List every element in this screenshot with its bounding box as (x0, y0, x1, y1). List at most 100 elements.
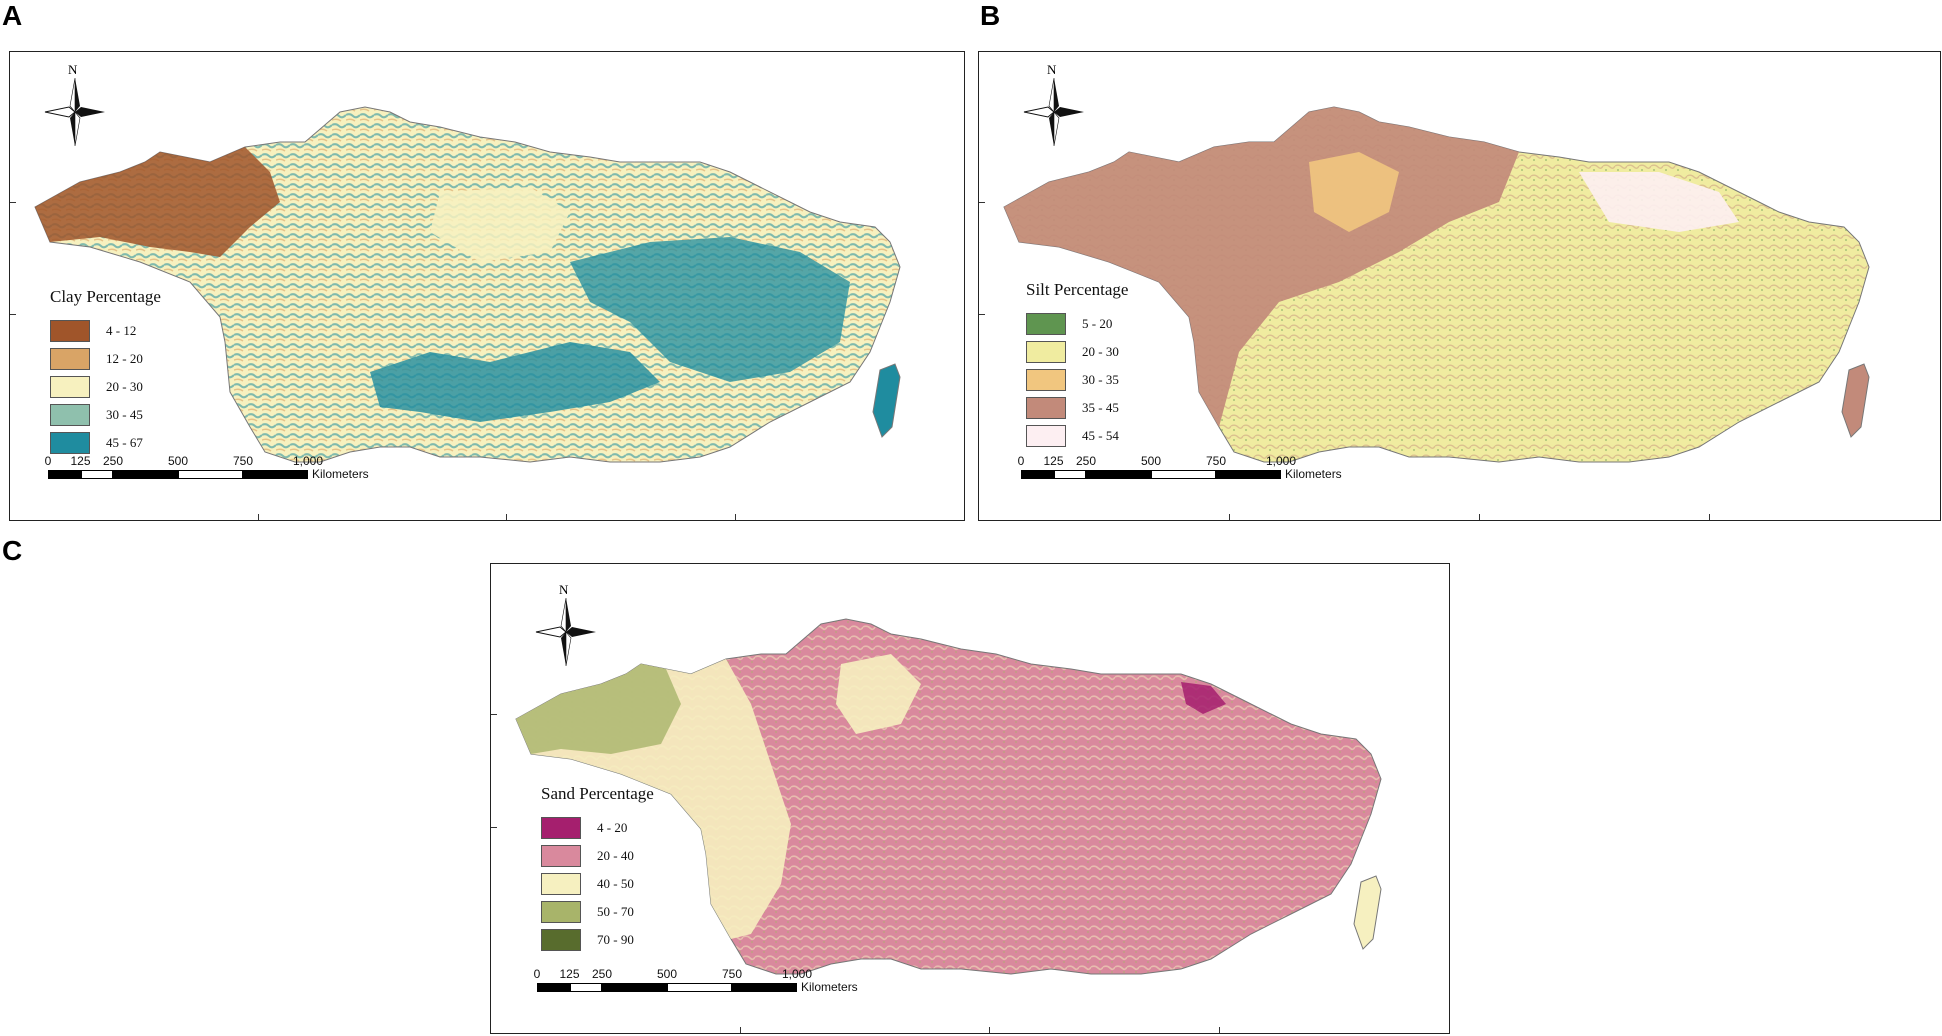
legend-label: 45 - 54 (1082, 428, 1119, 443)
scale-tick-label: 0 (1017, 454, 1025, 468)
frame-tick (491, 826, 497, 828)
legend-item: 50 - 70 (541, 898, 654, 926)
scale-tick-label: 500 (656, 967, 678, 981)
map-panel-clay: N Clay Percentage 4 - 12 12 - 20 20 - 30 30 -… (9, 51, 965, 521)
sand-low-zone (1181, 682, 1226, 714)
panel-letter-b: B (980, 0, 1001, 31)
frame-tick (979, 314, 985, 316)
legend-swatch (50, 348, 90, 370)
north-label: N (68, 62, 78, 77)
scale-tick-label: 750 (232, 454, 254, 468)
scale-unit-label: Kilometers (801, 980, 858, 994)
legend-title: Silt Percentage (1026, 280, 1129, 299)
scale-tick-label: 750 (1205, 454, 1227, 468)
legend-swatch (541, 901, 581, 923)
legend-item: 20 - 30 (50, 373, 161, 401)
legend-label: 20 - 40 (597, 848, 634, 863)
legend-item: 30 - 35 (1026, 366, 1128, 394)
map-panel-silt: N Silt Percentage 5 - 20 20 - 30 30 - 35 35 -… (978, 51, 1941, 521)
frame-tick (1478, 514, 1480, 520)
scale-tick-label: 0 (533, 967, 541, 981)
scale-tick-label: 250 (591, 967, 613, 981)
legend-title: Clay Percentage (50, 287, 161, 306)
scale-tick-label: 250 (1075, 454, 1097, 468)
legend-item: 30 - 45 (50, 401, 161, 429)
scale-segment (243, 470, 308, 479)
scale-bar: 0 125 250 500 750 1,000 Kilometers (1017, 454, 1381, 484)
scale-segment (1021, 470, 1054, 479)
frame-tick (1709, 514, 1711, 520)
scale-segment (178, 470, 243, 479)
scale-tick-label: 250 (102, 454, 124, 468)
scale-tick-label: 500 (1140, 454, 1162, 468)
frame-tick (10, 314, 16, 316)
scale-segment (1216, 470, 1281, 479)
scale-tick-label: 125 (70, 454, 91, 468)
legend-label: 5 - 20 (1082, 316, 1113, 331)
legend-label: 30 - 35 (1082, 372, 1119, 387)
scale-tick-label: 125 (1043, 454, 1064, 468)
scale-unit-label: Kilometers (1285, 467, 1342, 481)
legend-swatch (50, 376, 90, 398)
frame-tick (491, 714, 497, 716)
panel-letter-a: A (2, 0, 23, 31)
legend-swatch (50, 432, 90, 454)
legend-label: 35 - 45 (1082, 400, 1119, 415)
silt-mid-zone (1309, 152, 1399, 232)
scale-tick-label: 125 (559, 967, 580, 981)
map-legend: Sand Percentage 4 - 20 20 - 40 40 - 50 50 - … (541, 784, 654, 954)
scale-segment (537, 983, 570, 992)
legend-label: 4 - 12 (106, 323, 137, 338)
legend-swatch (1026, 341, 1066, 363)
legend-swatch (1026, 369, 1066, 391)
frame-tick (979, 201, 985, 203)
legend-item: 45 - 54 (1026, 422, 1128, 450)
legend-swatch (541, 873, 581, 895)
legend-label: 12 - 20 (106, 351, 143, 366)
legend-swatch (1026, 425, 1066, 447)
panel-letter-c: C (2, 535, 23, 566)
legend-item: 4 - 12 (50, 317, 161, 345)
legend-swatch (541, 929, 581, 951)
frame-tick (1219, 1027, 1221, 1033)
sand-highmid-zone (516, 664, 681, 754)
legend-title: Sand Percentage (541, 784, 654, 803)
scale-tick-label: 500 (167, 454, 189, 468)
legend-swatch (541, 845, 581, 867)
legend-label: 50 - 70 (597, 904, 634, 919)
legend-label: 40 - 50 (597, 876, 634, 891)
legend-swatch (50, 320, 90, 342)
legend-swatch (50, 404, 90, 426)
legend-swatch (1026, 313, 1066, 335)
scale-tick-label: 750 (721, 967, 743, 981)
scale-segment (1151, 470, 1216, 479)
scale-segment (602, 983, 667, 992)
map-legend: Silt Percentage 5 - 20 20 - 30 30 - 35 35 - … (1026, 280, 1128, 450)
legend-item: 35 - 45 (1026, 394, 1128, 422)
legend-item: 12 - 20 (50, 345, 161, 373)
map-legend: Clay Percentage 4 - 12 12 - 20 20 - 30 30 - … (50, 287, 161, 457)
frame-tick (989, 1027, 991, 1033)
scale-segment (667, 983, 732, 992)
scale-segment (1086, 470, 1151, 479)
frame-tick (735, 514, 737, 520)
scale-bar: 0 125 250 500 750 1,000 Kilometers (533, 967, 897, 997)
scale-segment (732, 983, 797, 992)
frame-tick (740, 1027, 742, 1033)
legend-label: 20 - 30 (1082, 344, 1119, 359)
scale-segment (113, 470, 178, 479)
sand-mid-zone (836, 654, 921, 734)
map-panel-sand: N Sand Percentage 4 - 20 20 - 40 40 - 50 50 -… (490, 563, 1450, 1034)
frame-tick (506, 514, 508, 520)
clay-mid-zone (430, 187, 570, 262)
scale-tick-label: 1,000 (1265, 454, 1297, 468)
clay-low-zone (35, 147, 280, 257)
map-canvas (515, 618, 1382, 975)
scale-tick-label: 0 (44, 454, 52, 468)
scale-tick-label: 1,000 (781, 967, 813, 981)
legend-swatch (1026, 397, 1066, 419)
silt-top-zone (1579, 172, 1739, 232)
north-label: N (559, 582, 569, 597)
scale-segment (569, 983, 602, 992)
legend-label: 20 - 30 (106, 379, 143, 394)
